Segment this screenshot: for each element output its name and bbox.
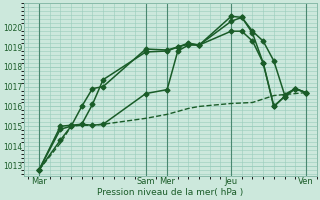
- X-axis label: Pression niveau de la mer( hPa ): Pression niveau de la mer( hPa ): [97, 188, 244, 197]
